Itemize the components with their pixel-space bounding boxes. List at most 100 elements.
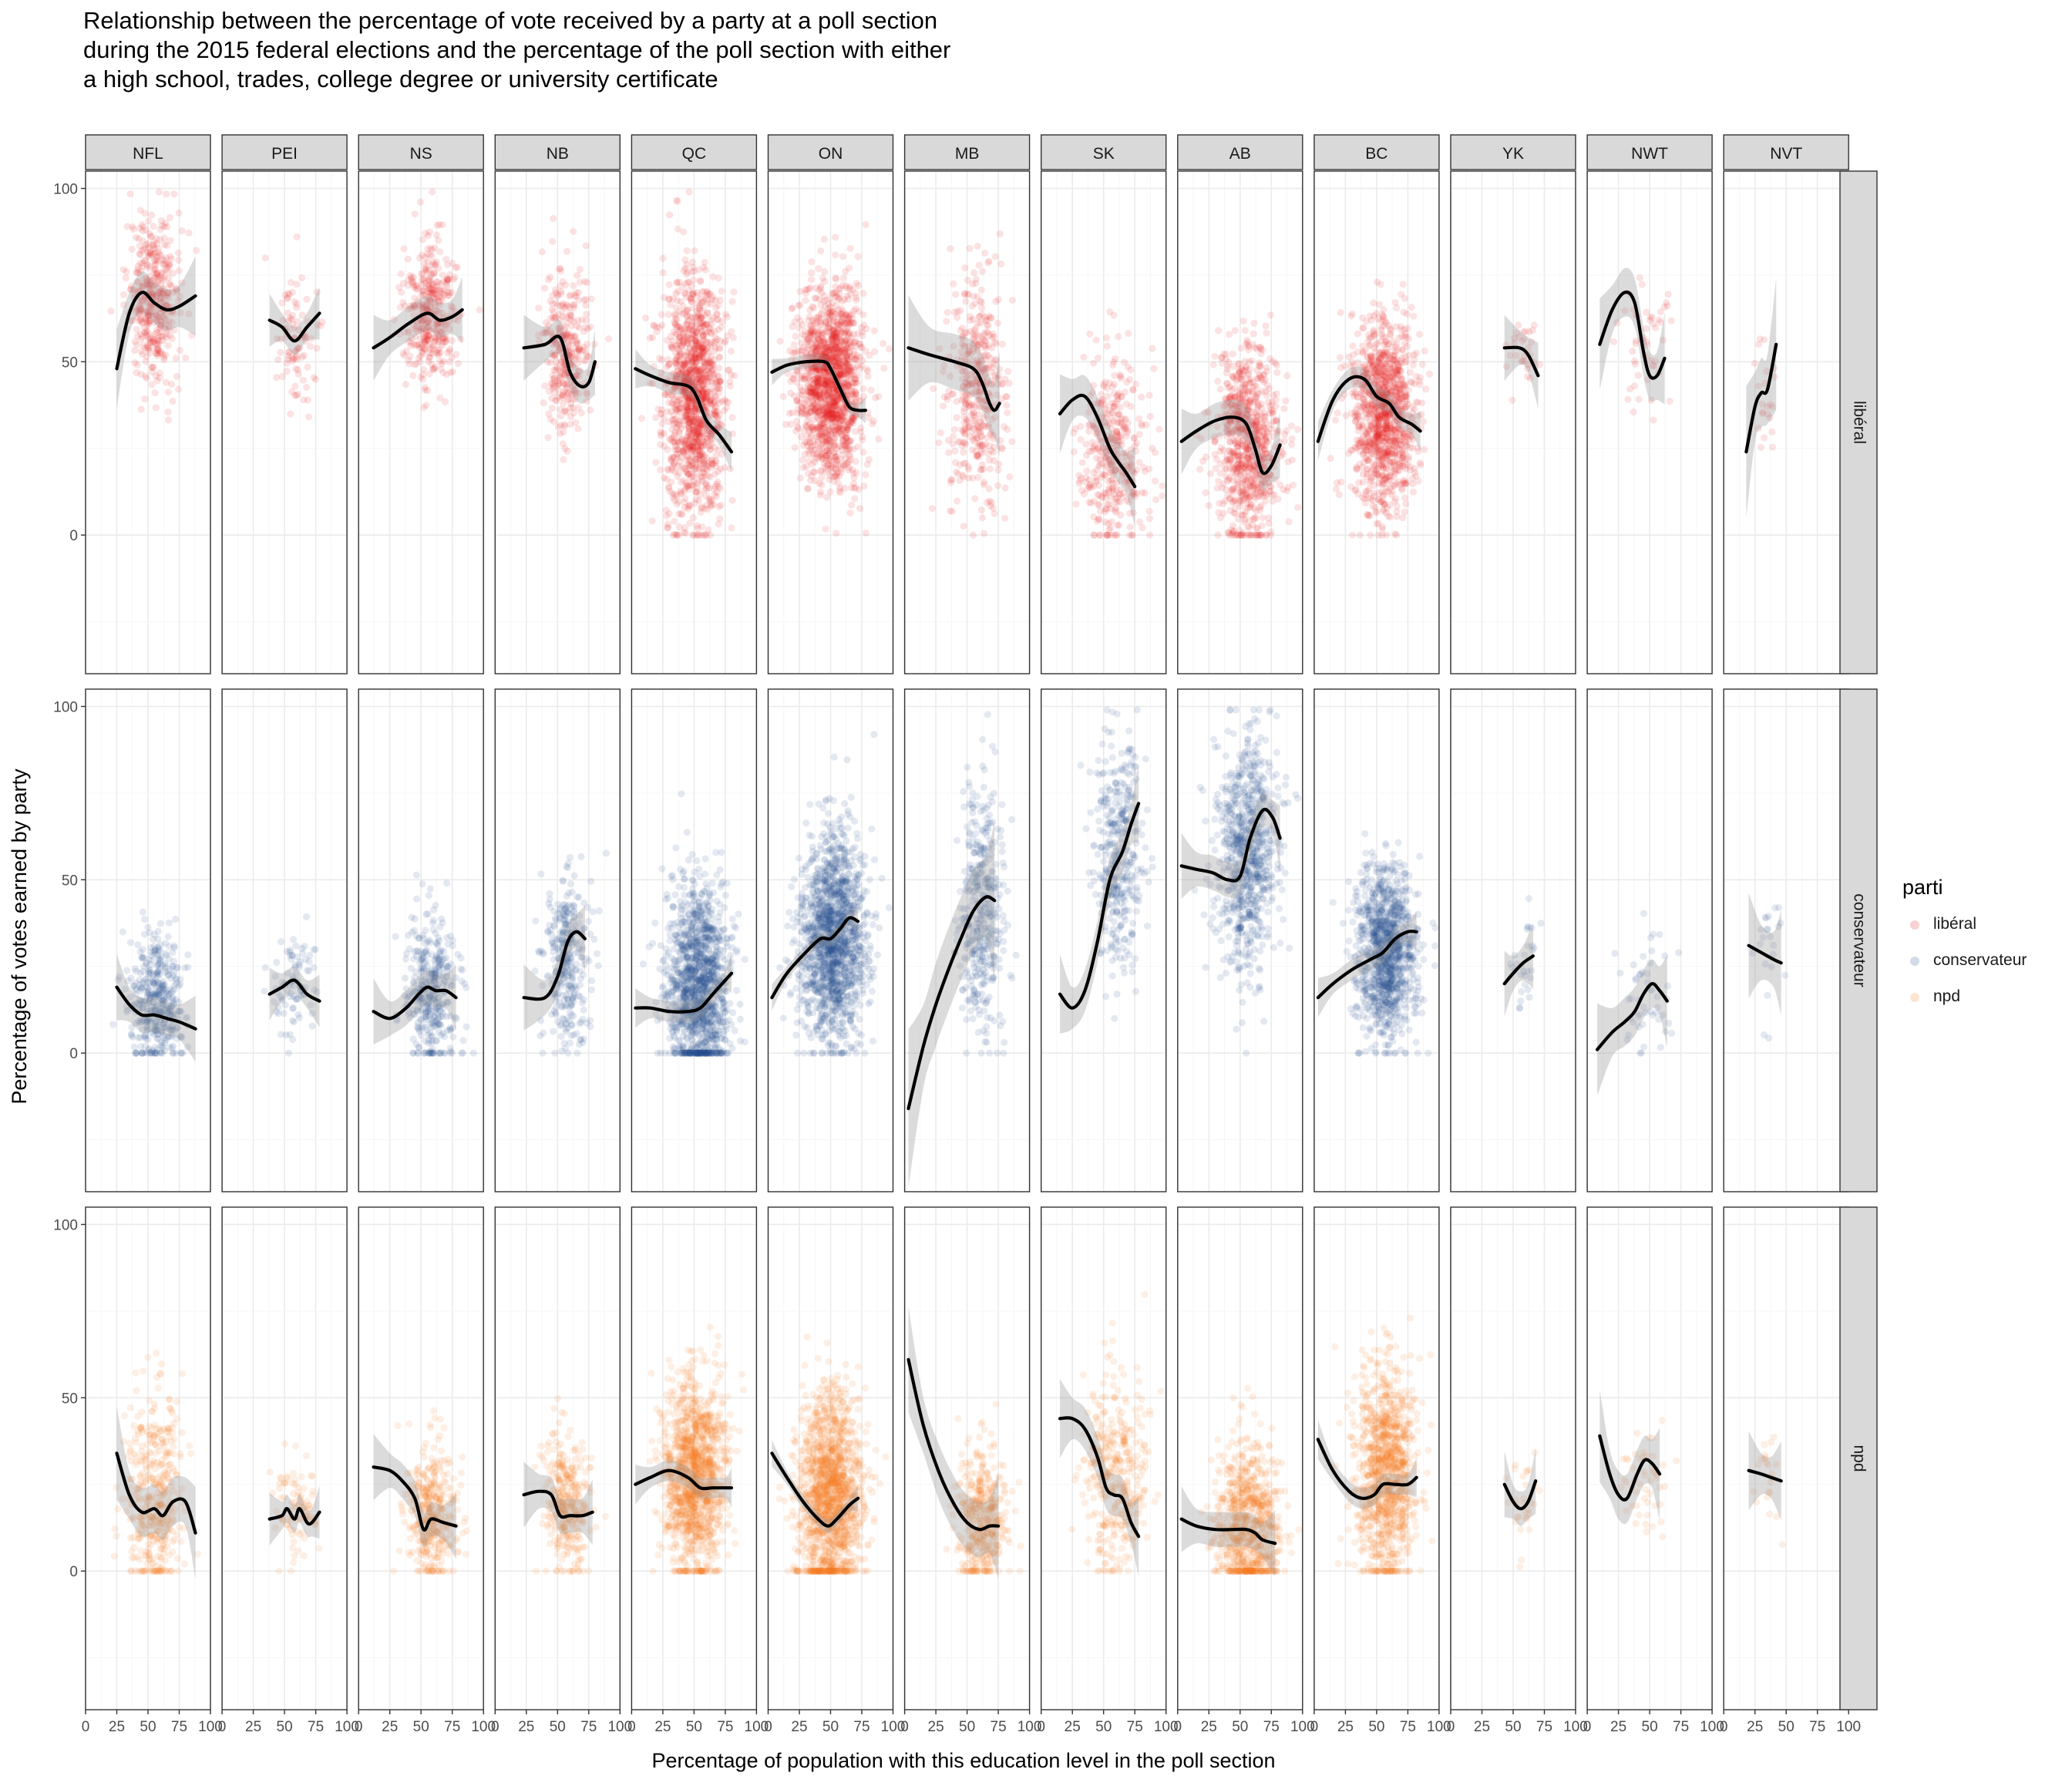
data-point [693,488,701,496]
data-point [832,275,840,283]
data-point [165,260,173,267]
data-point [935,439,943,447]
data-point [582,296,590,304]
data-point [139,259,146,267]
data-point [816,389,824,397]
data-point [692,434,700,442]
data-point [832,415,840,423]
data-point [550,340,559,348]
data-point [678,341,686,349]
data-point [574,322,581,330]
data-point [570,387,578,395]
data-point [418,318,426,326]
data-point [665,483,673,491]
data-point [675,510,683,518]
data-point [681,465,689,473]
data-point [1135,459,1143,466]
data-point [684,429,692,438]
data-point [715,316,722,324]
data-point [1132,380,1140,388]
data-point [425,276,432,284]
data-point [681,360,689,368]
data-point [689,375,697,382]
data-point [688,442,695,449]
data-point [123,268,130,276]
data-point [663,363,671,371]
data-point [292,348,300,356]
data-point [428,284,436,291]
data-point [166,237,174,244]
data-point [673,398,681,405]
data-point [440,321,449,329]
data-point [421,386,429,394]
data-point [826,444,833,452]
data-point [728,372,735,379]
data-point [689,443,697,451]
data-point [143,261,151,269]
data-point [859,385,867,392]
data-point [707,395,715,404]
data-point [142,372,150,380]
data-point [691,500,699,507]
data-point [425,284,432,291]
data-point [175,298,183,305]
data-point [416,344,424,352]
data-point [681,394,688,402]
data-point [689,423,697,431]
data-point [792,332,799,340]
data-point [687,403,695,411]
data-point [1103,342,1111,350]
data-point [671,415,679,423]
data-point [150,335,158,343]
data-point [422,304,430,312]
data-point [698,348,707,355]
data-point [286,314,294,322]
data-point [664,311,672,318]
data-point [684,399,692,406]
data-point [432,294,440,302]
data-point [668,391,676,399]
data-point [679,448,687,456]
data-point [827,456,835,464]
data-point [685,419,693,426]
data-point [138,247,146,254]
data-point [987,344,995,352]
data-point [712,412,720,419]
data-point [556,374,563,382]
data-point [424,258,432,266]
data-point [418,325,426,332]
data-point [681,440,688,448]
data-point [693,419,701,427]
data-point [798,348,806,355]
data-point [728,430,737,438]
data-point [294,318,301,325]
data-point [698,299,705,307]
data-point [711,340,718,348]
data-point [278,372,286,381]
data-point [809,385,816,392]
data-point [670,328,678,336]
data-point [423,333,432,341]
data-point [691,267,698,275]
data-point [152,271,160,278]
data-point [664,466,672,474]
data-point [697,386,705,394]
data-point [147,251,155,258]
data-point [442,338,449,345]
data-point [160,223,168,230]
data-point [671,318,678,326]
data-point [152,340,160,348]
data-point [684,376,693,384]
data-point [555,311,563,319]
data-point [306,342,314,350]
data-point [155,313,163,321]
data-point [673,500,681,508]
data-point [701,348,708,356]
data-point [660,414,668,422]
data-point [156,369,163,377]
data-point [568,350,576,358]
data-point [679,365,688,372]
data-point [658,410,665,418]
data-point [693,375,701,383]
data-point [150,265,158,273]
